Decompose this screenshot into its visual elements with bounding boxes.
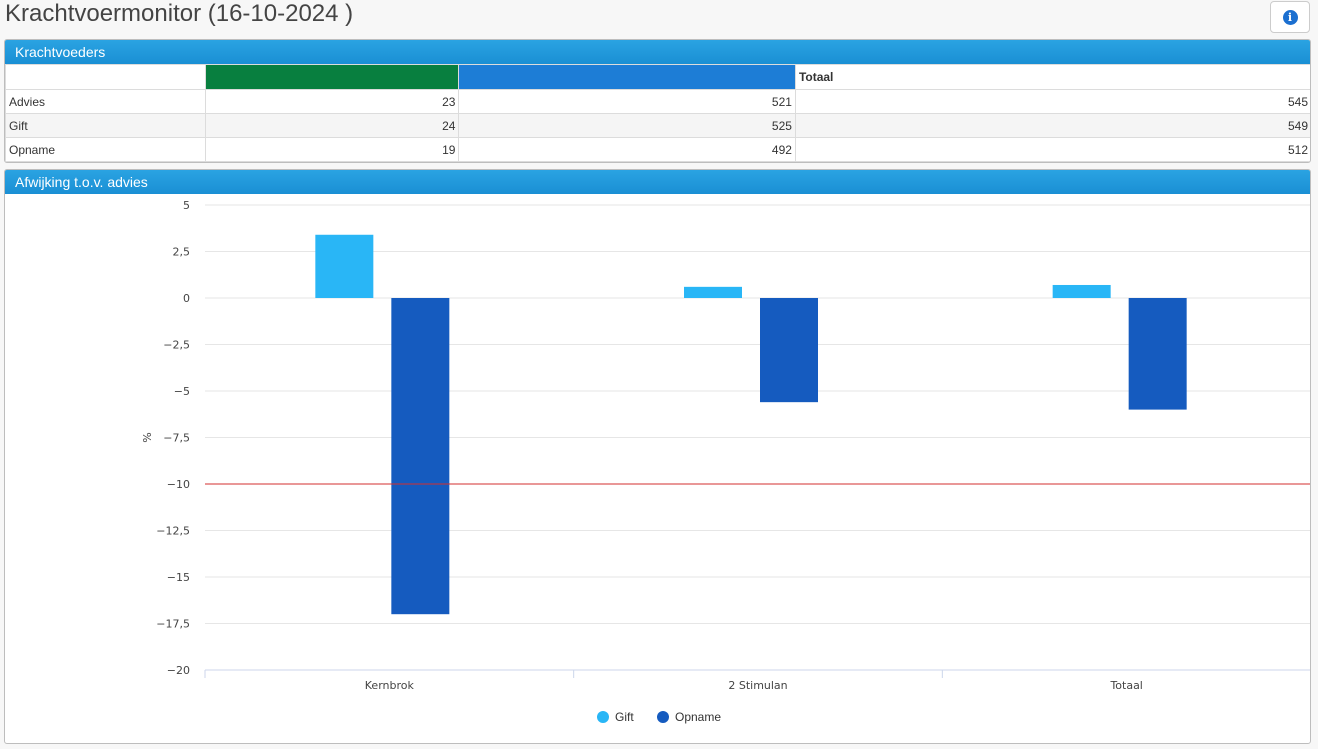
afwijking-panel: Afwijking t.o.v. advies 5 2,5 0 −2,5 −5 −7,5 −…: [4, 169, 1311, 744]
afwijking-chart: 5 2,5 0 −2,5 −5 −7,5 −10 −12,5 −15 −17,5 −20% Kernb…: [140, 199, 1310, 724]
x-category-label: 2 Stimulan: [728, 679, 787, 692]
y-tick-label: 5: [183, 199, 190, 212]
x-category-label: Kernbrok: [365, 679, 415, 692]
y-tick-label: −7,5: [163, 432, 190, 445]
bar-gift-totaal: [1052, 284, 1111, 298]
y-tick-label: −15: [167, 571, 190, 584]
bar-gift-2-stimulan: [684, 286, 742, 298]
afwijking-panel-title: Afwijking t.o.v. advies: [5, 170, 1310, 194]
krachtvoeders-table: Totaal Advies 23 521 545 Gift 24 525 549…: [5, 64, 1310, 162]
table-row: Opname 19 492 512: [5, 137, 1310, 162]
y-tick-label: −12,5: [156, 525, 190, 538]
table-cell: 24: [204, 113, 460, 138]
table-cell: 525: [458, 113, 796, 138]
info-icon: i: [1282, 9, 1298, 25]
table-header-row: Totaal: [5, 64, 1310, 90]
y-tick-label: −5: [174, 385, 190, 398]
legend-label-opname: Opname: [675, 710, 721, 724]
y-tick-label: 0: [183, 292, 190, 305]
table-header-feed-1: [204, 64, 460, 90]
bar-opname-totaal: [1128, 298, 1187, 410]
y-tick-label: −17,5: [156, 618, 190, 631]
table-cell: 19: [204, 137, 460, 162]
x-category-label: Totaal: [1109, 679, 1142, 692]
y-tick-label: −10: [167, 478, 190, 491]
bar-opname-kernbrok: [391, 298, 450, 615]
bar-opname-2-stimulan: [760, 298, 818, 403]
table-cell: 545: [794, 89, 1310, 114]
table-cell: 492: [458, 137, 796, 162]
table-cell: 549: [794, 113, 1310, 138]
krachtvoeders-panel-title: Krachtvoeders: [5, 40, 1310, 64]
table-cell: 512: [794, 137, 1310, 162]
y-tick-label: −2,5: [163, 339, 190, 352]
page-title: Krachtvoermonitor (16-10-2024 ): [5, 0, 354, 27]
row-label: Opname: [5, 137, 206, 162]
table-row: Advies 23 521 545: [5, 89, 1310, 114]
y-tick-label: −20: [167, 664, 190, 677]
krachtvoeders-panel: Krachtvoeders Totaal Advies 23 521 545 G…: [4, 39, 1311, 163]
table-cell: 521: [458, 89, 796, 114]
info-button[interactable]: i: [1270, 1, 1310, 33]
table-header-empty: [5, 64, 206, 90]
table-header-totaal: Totaal: [794, 64, 1310, 90]
legend-label-gift: Gift: [615, 710, 634, 724]
bar-gift-kernbrok: [315, 234, 374, 298]
legend-marker-opname: [657, 711, 669, 723]
row-label: Advies: [5, 89, 206, 114]
table-cell: 23: [204, 89, 460, 114]
table-header-feed-2: [458, 64, 796, 90]
y-tick-label: 2,5: [173, 246, 191, 259]
legend-marker-gift: [597, 711, 609, 723]
y-axis-label: %: [140, 432, 153, 442]
table-row: Gift 24 525 549: [5, 113, 1310, 138]
row-label: Gift: [5, 113, 206, 138]
